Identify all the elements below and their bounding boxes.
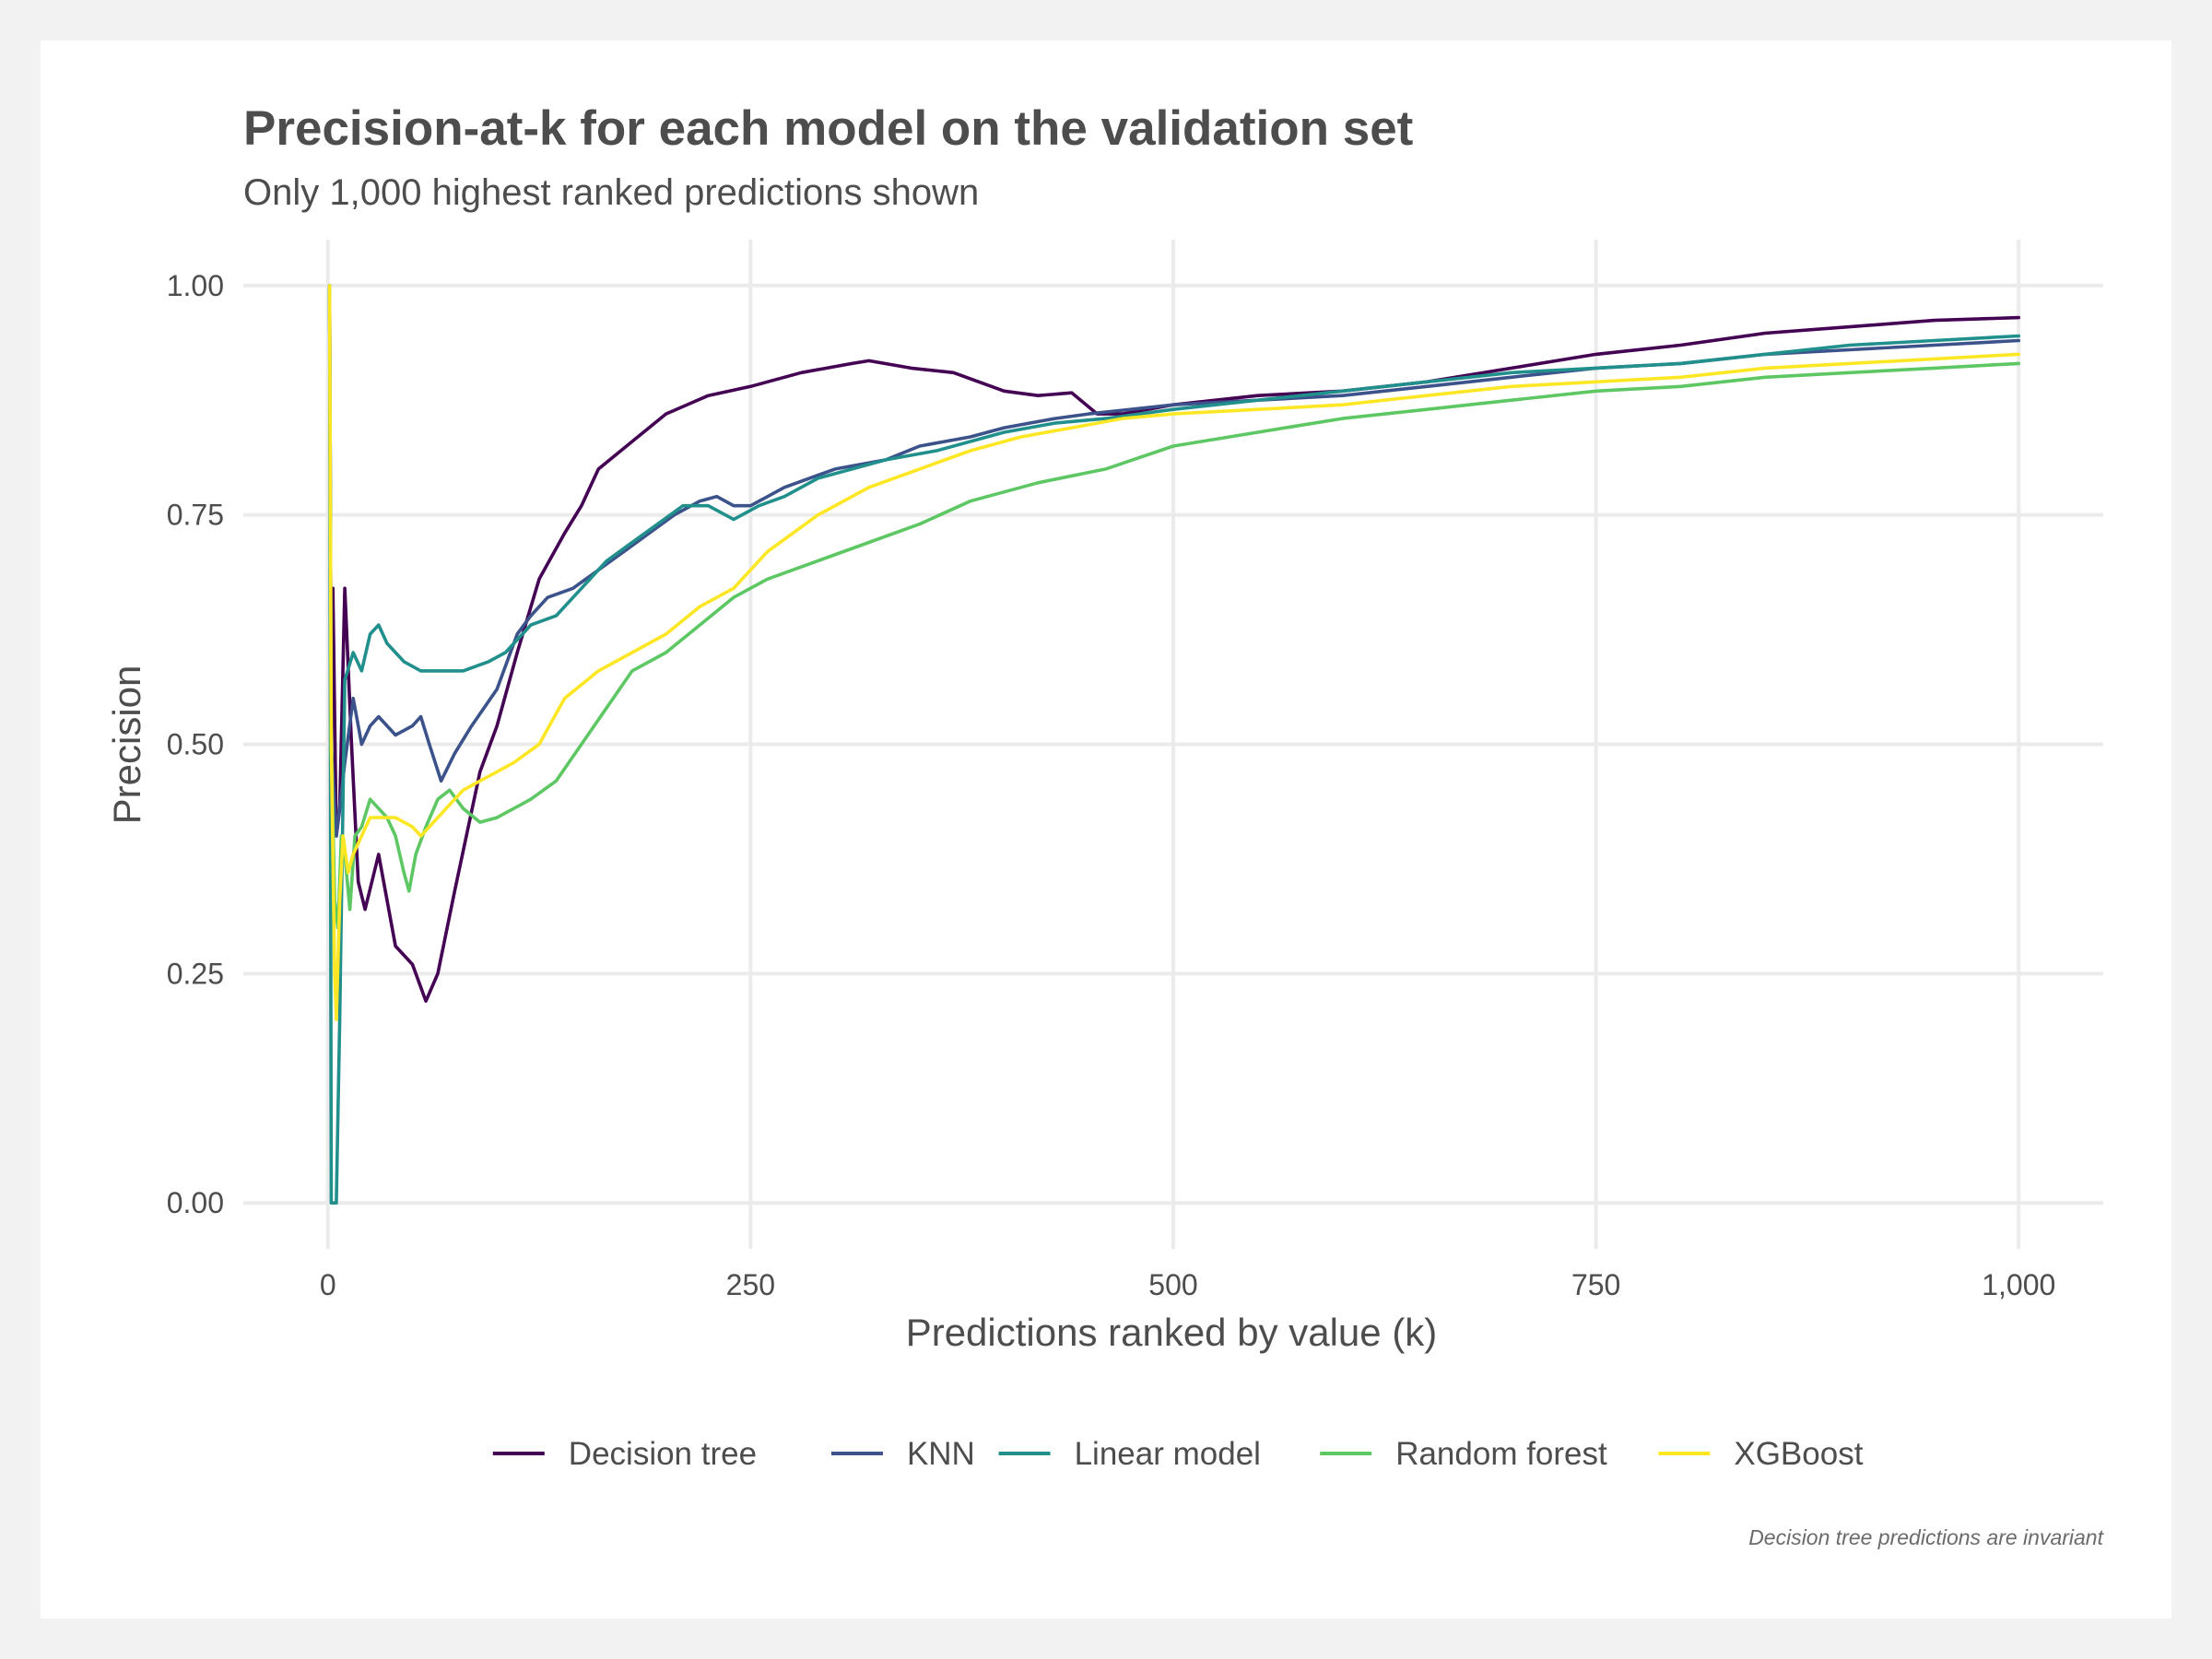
x-axis-title: Predictions ranked by value (k): [906, 1311, 1438, 1354]
y-tick-label: 0.00: [167, 1186, 224, 1219]
x-tick-label: 0: [320, 1268, 336, 1301]
grid-layer: [243, 240, 2103, 1249]
series-line-linear-model: [327, 284, 2021, 1205]
x-tick-label: 750: [1571, 1268, 1620, 1301]
legend-label-random-forest: Random forest: [1395, 1436, 1607, 1472]
chart-panel: [41, 41, 2171, 1618]
legend-label-xgboost: XGBoost: [1734, 1436, 1863, 1472]
legend: Decision tree KNN Linear model Random fores…: [492, 1436, 1864, 1472]
x-tick-label: 250: [726, 1268, 775, 1301]
series-line-xgboost: [327, 284, 2021, 1021]
y-axis-title: Precision: [105, 665, 148, 825]
y-tick-label: 0.50: [167, 728, 224, 761]
series-layer: [327, 284, 2021, 1205]
chart-title: Precision-at-k for each model on the val…: [243, 101, 1413, 156]
x-tick-label: 500: [1148, 1268, 1197, 1301]
y-tick-label: 0.25: [167, 957, 224, 990]
y-tick-label: 0.75: [167, 499, 224, 532]
chart-caption: Decision tree predictions are invariant: [1748, 1525, 2104, 1549]
legend-label-decision-tree: Decision tree: [569, 1436, 757, 1472]
chart-subtitle: Only 1,000 highest ranked predictions sh…: [243, 172, 979, 213]
legend-label-linear-model: Linear model: [1075, 1436, 1261, 1472]
legend-label-knn: KNN: [907, 1436, 975, 1472]
tick-labels: 0.00 0.25 0.50 0.75 1.00 0 250 500 750 1,000: [167, 269, 2056, 1301]
series-line-random-forest: [327, 284, 2021, 930]
series-line-knn: [327, 284, 2021, 838]
x-tick-label: 1,000: [1982, 1268, 2055, 1301]
y-tick-label: 1.00: [167, 269, 224, 302]
